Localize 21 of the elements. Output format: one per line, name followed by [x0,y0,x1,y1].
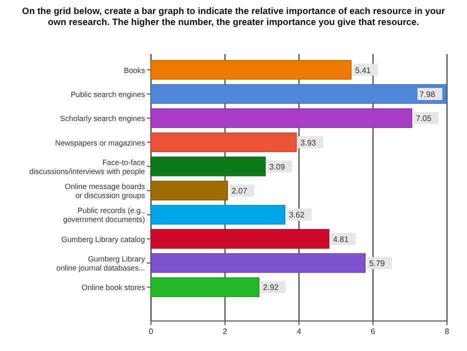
bar [150,84,447,104]
data-label: 4.81 [332,234,350,244]
data-label: 7.98 [419,90,436,99]
x-tick-label: 8 [444,327,450,336]
data-label: 5.41 [355,66,372,75]
data-label: 3.09 [269,162,286,172]
bar [150,277,260,297]
x-tick-label: 2 [222,327,228,336]
data-label: 3.62 [288,210,306,220]
bar [150,180,228,200]
data-label: 2.07 [232,186,248,196]
data-label: 3.93 [300,138,317,148]
bar [150,204,286,225]
x-tick-label: 4 [296,327,302,336]
x-tick-label: 6 [370,327,376,336]
chart-title: On the grid below, create a bar graph to indicate the relative importance of each resource in your own research. The higher the number, the greater importance you give that resource. [22,6,446,27]
data-label: 7.05 [416,114,432,124]
data-label: 5.79 [369,259,386,268]
x-tick-label: 0 [148,327,154,336]
data-label: 2.92 [263,283,280,292]
bar [150,229,330,249]
